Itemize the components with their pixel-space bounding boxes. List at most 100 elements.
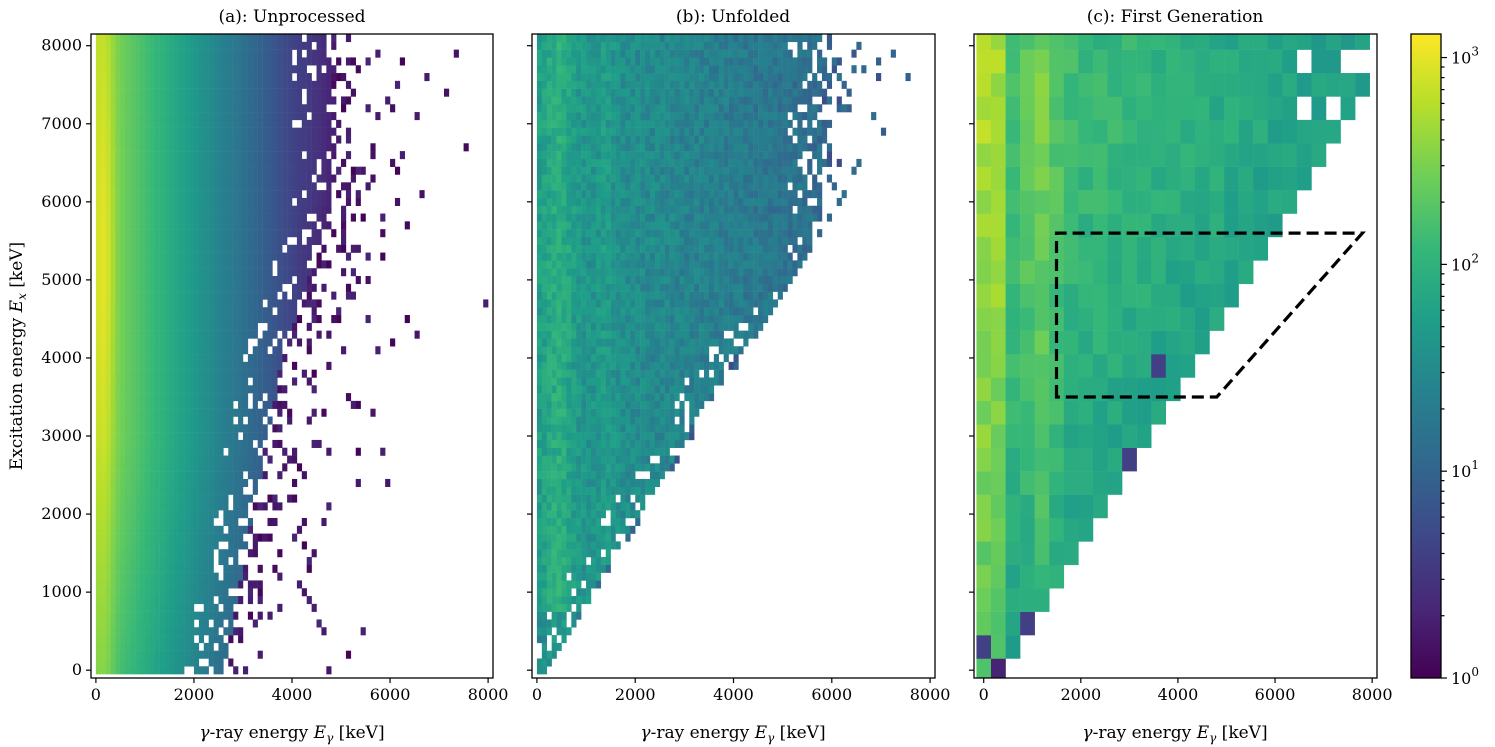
heatmap-cell — [179, 260, 185, 269]
heatmap-cell — [95, 510, 102, 519]
heatmap-cell — [311, 236, 317, 246]
heatmap-cell — [203, 65, 209, 74]
heatmap-cell — [581, 478, 587, 488]
heatmap-cell — [95, 104, 102, 113]
heatmap-cell — [645, 299, 651, 308]
heatmap-cell — [664, 424, 670, 433]
heatmap-cell — [654, 346, 661, 355]
heatmap-cell — [95, 627, 102, 636]
heatmap-cell — [252, 135, 258, 144]
heatmap-cell — [238, 408, 244, 417]
heatmap-cell — [595, 455, 602, 464]
heatmap-cell — [536, 322, 543, 331]
heatmap-cell — [546, 416, 552, 425]
heatmap-cell — [630, 260, 636, 269]
heatmap-cell — [645, 478, 651, 488]
heatmap-cell — [110, 424, 116, 433]
heatmap-cell — [242, 400, 249, 409]
heatmap-cell — [223, 158, 229, 167]
heatmap-cell — [551, 330, 557, 339]
heatmap-cell — [316, 65, 322, 74]
heatmap-cell — [610, 385, 616, 394]
heatmap-cell — [561, 315, 567, 324]
heatmap-cell — [355, 478, 361, 488]
heatmap-cell — [713, 236, 719, 246]
heatmap-cell — [267, 369, 273, 378]
heatmap-cell — [257, 190, 263, 199]
heatmap-cell — [169, 393, 175, 402]
heatmap-cell — [546, 658, 552, 667]
heatmap-cell — [600, 354, 606, 363]
heatmap-cell — [159, 260, 165, 269]
heatmap-cell — [252, 424, 258, 433]
heatmap-cell — [125, 260, 131, 269]
heatmap-cell — [635, 432, 641, 441]
heatmap-cell — [345, 283, 352, 292]
heatmap-cell — [193, 34, 200, 43]
heatmap-cell — [125, 112, 131, 121]
heatmap-cell — [277, 34, 283, 43]
heatmap-cell — [154, 416, 160, 425]
heatmap-cell — [198, 143, 204, 152]
heatmap-cell — [203, 96, 209, 105]
heatmap-cell — [144, 41, 151, 50]
heatmap-cell — [674, 338, 680, 347]
heatmap-cell — [184, 627, 190, 636]
heatmap-cell — [576, 400, 582, 409]
heatmap-cell — [100, 400, 106, 409]
heatmap-cell — [174, 432, 180, 441]
heatmap-cell — [110, 564, 116, 573]
heatmap-cell — [571, 322, 577, 331]
heatmap-cell — [615, 424, 621, 433]
heatmap-cell — [331, 229, 337, 238]
heatmap-cell — [571, 463, 577, 472]
heatmap-cell — [341, 205, 347, 214]
heatmap-cell — [605, 330, 611, 339]
heatmap-cell — [115, 151, 121, 160]
heatmap-cell — [125, 244, 131, 253]
heatmap-cell — [154, 478, 160, 488]
heatmap-cell — [130, 658, 136, 667]
heatmap-cell — [272, 517, 278, 527]
heatmap-cell — [581, 439, 587, 448]
heatmap-cell — [164, 603, 170, 612]
heatmap-cell — [536, 283, 543, 292]
heatmap-cell — [571, 244, 577, 253]
heatmap-cell — [600, 525, 606, 534]
heatmap-cell — [689, 315, 695, 324]
heatmap-cell — [257, 197, 263, 206]
heatmap-cell — [140, 463, 146, 472]
heatmap-cell — [615, 236, 621, 246]
heatmap-cell — [233, 596, 239, 605]
heatmap-cell — [654, 471, 661, 480]
heatmap-cell — [159, 322, 165, 331]
heatmap-cell — [571, 416, 577, 425]
heatmap-cell — [590, 517, 597, 527]
heatmap-cell — [694, 393, 700, 402]
heatmap-cell — [179, 252, 185, 261]
heatmap-cell — [247, 447, 254, 456]
heatmap-cell — [184, 346, 190, 355]
heatmap-cell — [193, 432, 200, 441]
heatmap-cell — [238, 158, 244, 167]
heatmap-cell — [615, 525, 621, 534]
heatmap-cell — [630, 439, 636, 448]
heatmap-cell — [556, 541, 562, 550]
heatmap-cell — [184, 572, 190, 581]
heatmap-cell — [733, 291, 739, 300]
heatmap-cell — [257, 96, 263, 105]
heatmap-cell — [238, 283, 244, 292]
heatmap-cell — [630, 346, 636, 355]
heatmap-cell — [306, 80, 312, 89]
heatmap-cell — [595, 221, 602, 230]
heatmap-cell — [743, 330, 749, 339]
heatmap-cell — [610, 502, 616, 511]
heatmap-cell — [723, 346, 729, 355]
heatmap-cell — [135, 416, 141, 425]
heatmap-cell — [144, 596, 151, 605]
heatmap-cell — [198, 354, 204, 363]
heatmap-cell — [149, 619, 155, 628]
heatmap-cell — [247, 322, 254, 331]
heatmap-cell — [738, 260, 744, 269]
heatmap-cell — [257, 221, 263, 230]
